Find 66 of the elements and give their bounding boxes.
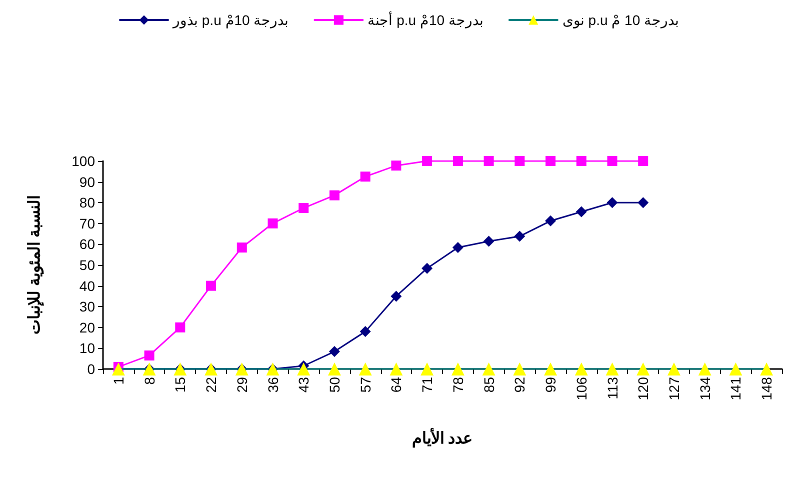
- x-axis-title: عدد الأيام: [412, 428, 474, 448]
- x-tick-label: 29: [234, 376, 250, 393]
- y-tick-label: 10: [79, 340, 96, 356]
- point: [576, 156, 586, 166]
- point: [360, 326, 371, 338]
- point: [328, 346, 340, 358]
- point: [514, 156, 525, 166]
- point: [422, 156, 432, 166]
- point: [452, 156, 463, 166]
- x-tick-label: 50: [326, 376, 342, 393]
- point: [638, 156, 648, 166]
- point: [546, 156, 556, 166]
- x-tick-label: 127: [666, 376, 682, 400]
- point: [484, 156, 494, 166]
- point: [360, 172, 370, 182]
- y-tick-label: 100: [72, 153, 96, 169]
- y-tick-label: 20: [79, 319, 96, 336]
- x-tick-label: 71: [419, 376, 436, 393]
- x-tick-label: 22: [203, 376, 220, 393]
- x-tick-label: 113: [604, 376, 620, 400]
- point: [545, 215, 556, 226]
- x-tick-label: 8: [141, 376, 158, 385]
- point: [329, 190, 340, 200]
- y-tick-label: 60: [79, 236, 96, 252]
- point: [298, 203, 309, 214]
- y-tick-label: 30: [79, 298, 96, 315]
- x-tick-label: 120: [635, 376, 652, 400]
- y-tick-label: 90: [79, 174, 96, 190]
- point: [268, 218, 278, 228]
- point: [638, 197, 649, 208]
- point: [514, 230, 526, 242]
- legend-label: نوى p.u بدرجة 10 مْ: [562, 12, 680, 29]
- x-tick-label: 1: [110, 376, 126, 385]
- y-tick-label: 40: [79, 278, 96, 294]
- point: [206, 280, 216, 291]
- point: [390, 290, 402, 302]
- x-tick-label: 134: [696, 376, 713, 400]
- x-tick-label: 43: [296, 376, 312, 393]
- point: [452, 242, 464, 254]
- point: [144, 350, 154, 360]
- y-tick-label: 50: [79, 257, 96, 273]
- point: [175, 322, 186, 332]
- x-tick-label: 85: [480, 376, 497, 393]
- x-tick-label: 106: [573, 376, 590, 400]
- point: [391, 160, 402, 171]
- x-tick-label: 99: [542, 376, 559, 393]
- x-tick-label: 141: [728, 376, 744, 400]
- x-tick-label: 15: [172, 376, 188, 393]
- y-tick-label: 80: [79, 194, 96, 211]
- y-axis-title: النسبة المئوية للإنبات: [26, 196, 44, 334]
- legend-label: أجنة p.u بدرجة 10مْ: [368, 10, 484, 29]
- point: [422, 262, 433, 274]
- x-tick-label: 148: [758, 376, 775, 400]
- y-tick-label: 70: [79, 215, 96, 232]
- point: [576, 206, 587, 218]
- x-tick-label: 57: [357, 376, 374, 393]
- x-tick-label: 36: [264, 376, 281, 393]
- y-tick-label: 0: [87, 361, 96, 377]
- point: [236, 242, 247, 253]
- point: [607, 156, 618, 166]
- point: [483, 236, 494, 247]
- legend-label: بذور p.u بدرجة 10مْ: [172, 12, 289, 29]
- x-tick-label: 92: [512, 376, 528, 393]
- x-tick-label: 64: [388, 376, 404, 393]
- point: [606, 197, 618, 208]
- x-tick-label: 78: [450, 376, 466, 393]
